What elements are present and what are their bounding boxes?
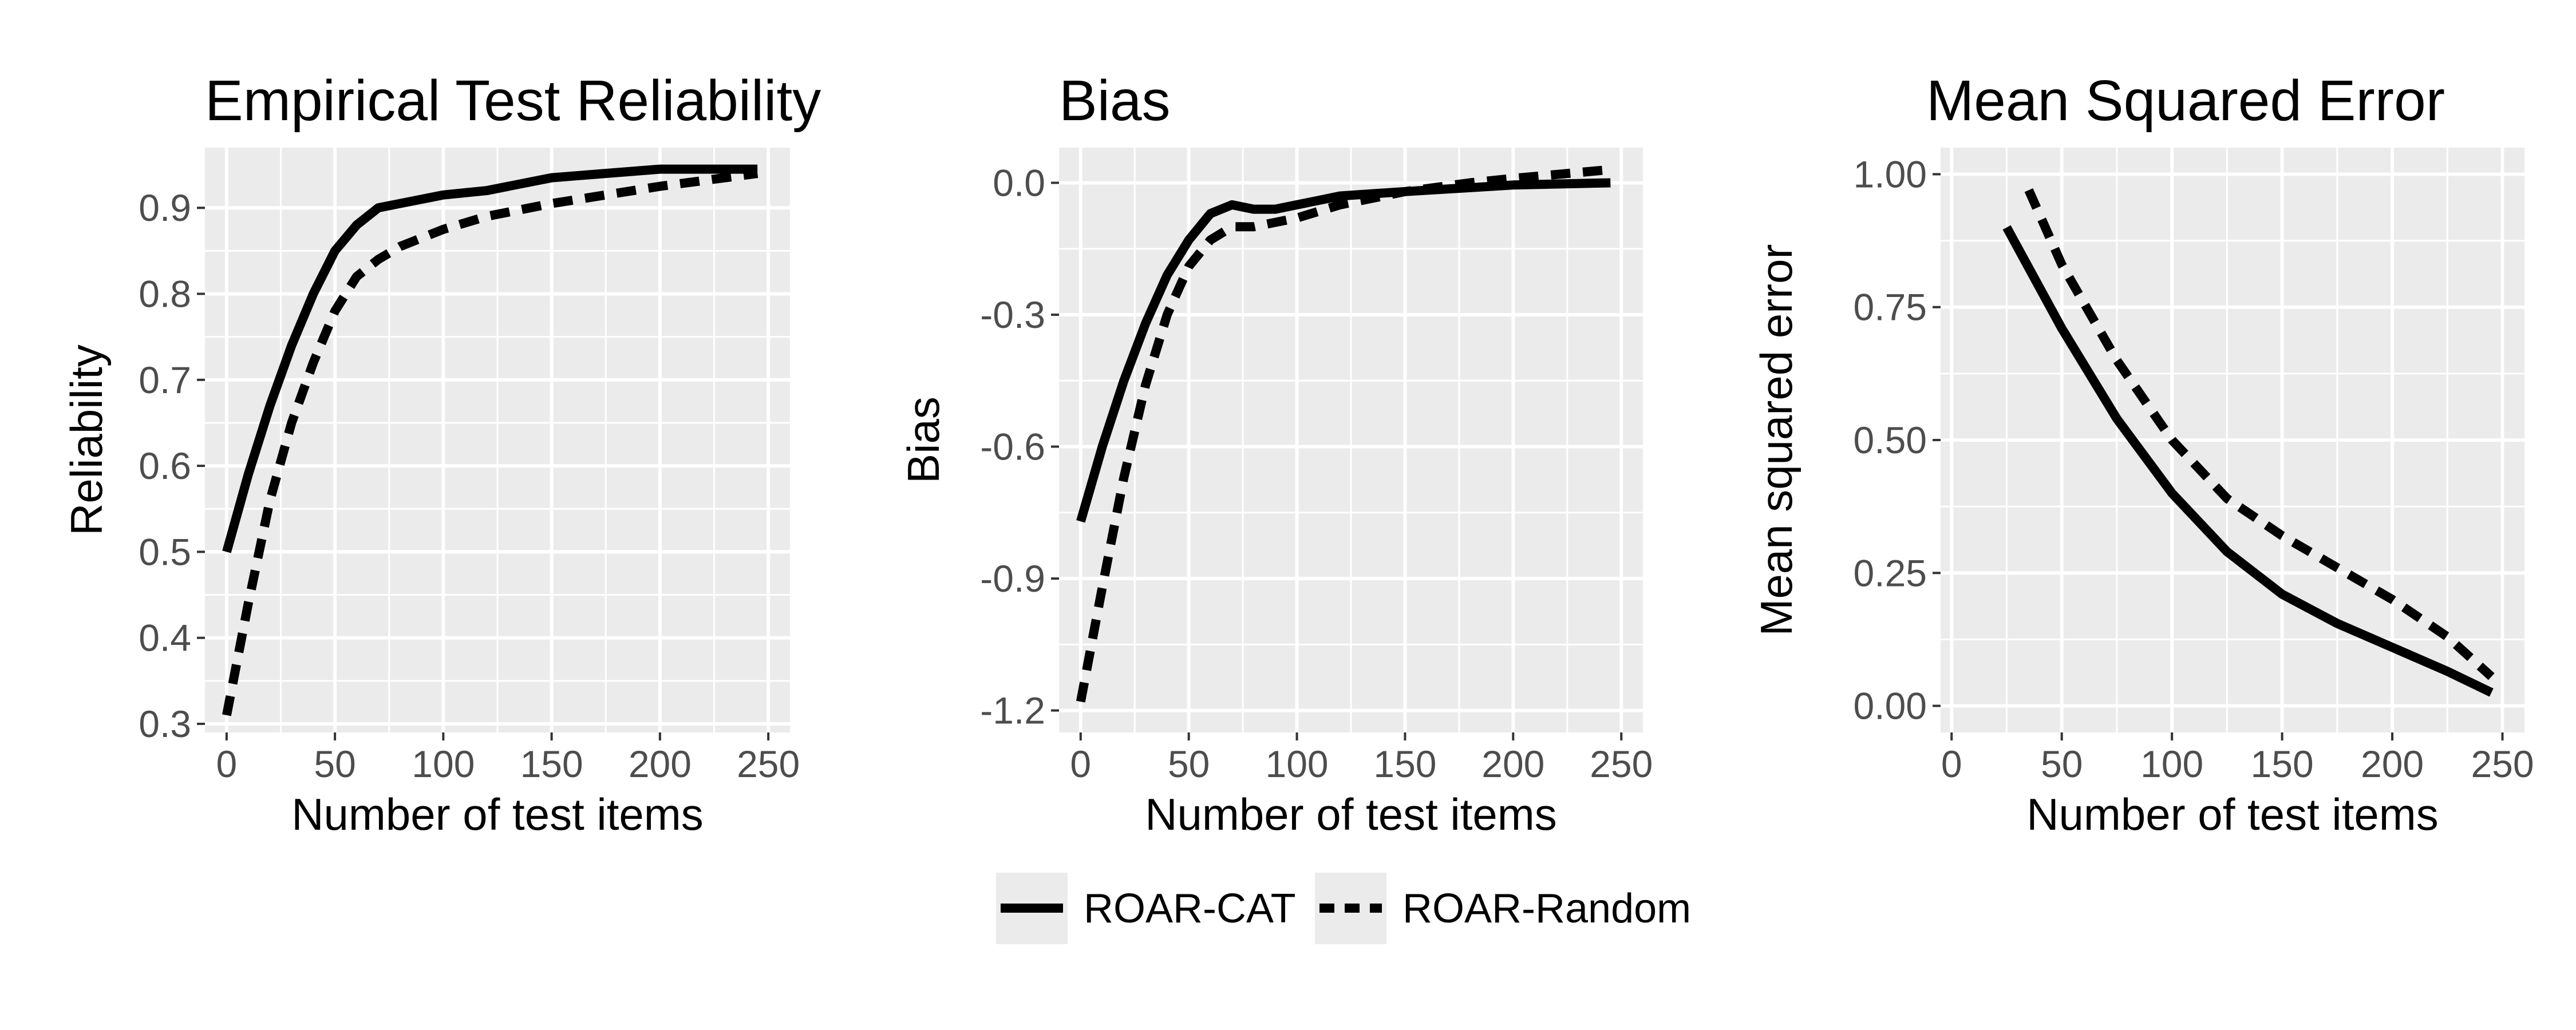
x-tick-label: 0: [216, 743, 237, 785]
chart-panel-2: 0 50 100 150 200 250 0.0 -0.3 -0.6 -0.9 -1.2 Bias Nu…: [898, 69, 1653, 839]
y-axis-title: Reliability: [61, 344, 112, 536]
y-tick-label: 0.00: [1854, 685, 1927, 727]
legend-key-roar-random: [1315, 873, 1386, 944]
y-axis-title: Bias: [898, 397, 949, 484]
x-tick-label: 250: [2471, 743, 2534, 785]
x-tick-label: 200: [1481, 743, 1544, 785]
x-tick-label: 100: [1265, 743, 1328, 785]
y-tick-label: -0.3: [980, 294, 1045, 336]
legend-label-roar-cat: ROAR-CAT: [1084, 886, 1296, 932]
y-tick-label: 0.75: [1854, 286, 1927, 328]
legend: ROAR-CAT ROAR-Random: [996, 873, 1691, 944]
x-tick-label: 250: [737, 743, 800, 785]
x-tick-label: 50: [1168, 743, 1210, 785]
x-tick-label: 200: [2361, 743, 2424, 785]
chart-title: Mean Squared Error: [1926, 69, 2445, 133]
x-tick-label: 50: [314, 743, 355, 785]
y-tick-label: 0.25: [1854, 552, 1927, 594]
y-tick-label: 0.3: [139, 703, 191, 745]
y-tick-label: 0.9: [139, 187, 191, 229]
y-tick-label: -0.9: [980, 557, 1045, 600]
x-tick-label: 150: [520, 743, 583, 785]
y-tick-label: 0.7: [139, 359, 191, 401]
series-line-roar-random: [222, 169, 758, 716]
y-tick-label: 0.6: [139, 445, 191, 487]
x-tick-label: 150: [2251, 743, 2314, 785]
x-tick-label: 200: [629, 743, 692, 785]
x-tick-label: 0: [1941, 743, 1962, 785]
x-tick-label: 100: [412, 743, 475, 785]
y-tick-label: -0.6: [980, 426, 1045, 468]
y-tick-label: 0.5: [139, 530, 191, 573]
x-tick-label: 0: [1070, 743, 1091, 785]
chart-panel-1: 0 50 100 150 200 250 0.3 0.4 0.5 0.6 0.7 0.8 0.9 Empi…: [61, 69, 821, 839]
y-tick-label: 0.8: [139, 273, 191, 315]
x-tick-label: 50: [2041, 743, 2083, 785]
chart-title: Bias: [1059, 69, 1171, 133]
series-line-roar-cat: [222, 164, 758, 553]
y-tick-label: -1.2: [980, 690, 1045, 732]
series-line-roar-cat: [1076, 178, 1611, 523]
x-tick-label: 250: [1590, 743, 1653, 785]
y-tick-label: 0.50: [1854, 419, 1927, 461]
legend-key-roar-cat: [996, 873, 1068, 944]
series-line-roar-cat: [2002, 225, 2494, 697]
chart-panel-3: 0 50 100 150 200 250 0.00 0.25 0.50 0.75 1.00 Mean …: [1751, 69, 2534, 839]
series-line-roar-random: [1076, 165, 1611, 703]
chart-title: Empirical Test Reliability: [205, 69, 821, 133]
x-tick-label: 100: [2140, 743, 2203, 785]
y-tick-label: 1.00: [1854, 153, 1927, 195]
y-tick-label: 0.4: [139, 617, 191, 659]
x-axis-title: Number of test items: [291, 789, 704, 839]
x-axis-title: Number of test items: [1145, 789, 1557, 839]
x-tick-label: 150: [1373, 743, 1436, 785]
x-axis-title: Number of test items: [2026, 789, 2439, 839]
y-tick-label: 0.0: [993, 161, 1045, 204]
legend-label-roar-random: ROAR-Random: [1402, 886, 1691, 932]
y-axis-title: Mean squared error: [1751, 244, 1801, 636]
series-line-roar-random: [2024, 188, 2495, 680]
